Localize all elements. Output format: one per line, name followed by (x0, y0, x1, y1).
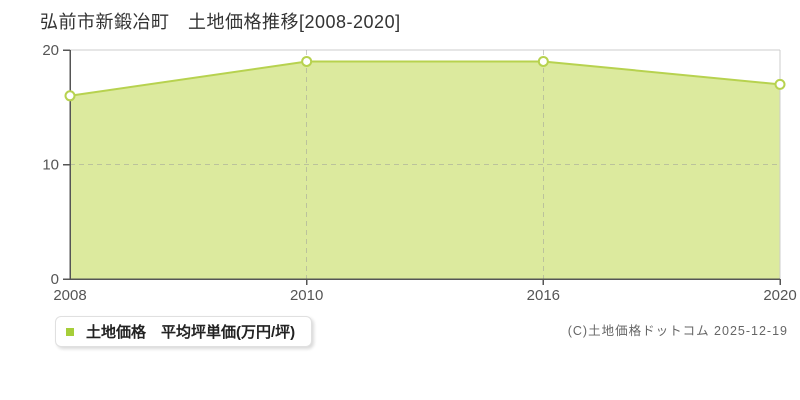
y-tick-label: 20 (42, 42, 59, 59)
data-point-2008[interactable] (64, 90, 76, 102)
price-line (69, 60, 781, 97)
data-point-2010[interactable] (301, 55, 313, 67)
legend-label: 土地価格 平均坪単価(万円/坪) (86, 324, 296, 341)
y-tick-label: 0 (51, 271, 59, 288)
copyright-text: (C)土地価格ドットコム 2025-12-19 (567, 324, 788, 338)
legend-marker-icon (66, 327, 74, 336)
data-point-2016[interactable] (537, 55, 549, 67)
data-point-2020[interactable] (774, 78, 786, 90)
price-area-fill (70, 61, 780, 280)
x-tick-label: 2008 (53, 287, 86, 304)
y-tick-label: 10 (42, 157, 59, 174)
x-tick-label: 2010 (290, 287, 323, 304)
legend: 土地価格 平均坪単価(万円/坪) (55, 316, 313, 347)
x-tick-label: 2016 (527, 287, 560, 304)
chart-title: 弘前市新鍛冶町 土地価格推移[2008-2020] (40, 12, 401, 32)
x-tick-label: 2020 (763, 287, 796, 304)
